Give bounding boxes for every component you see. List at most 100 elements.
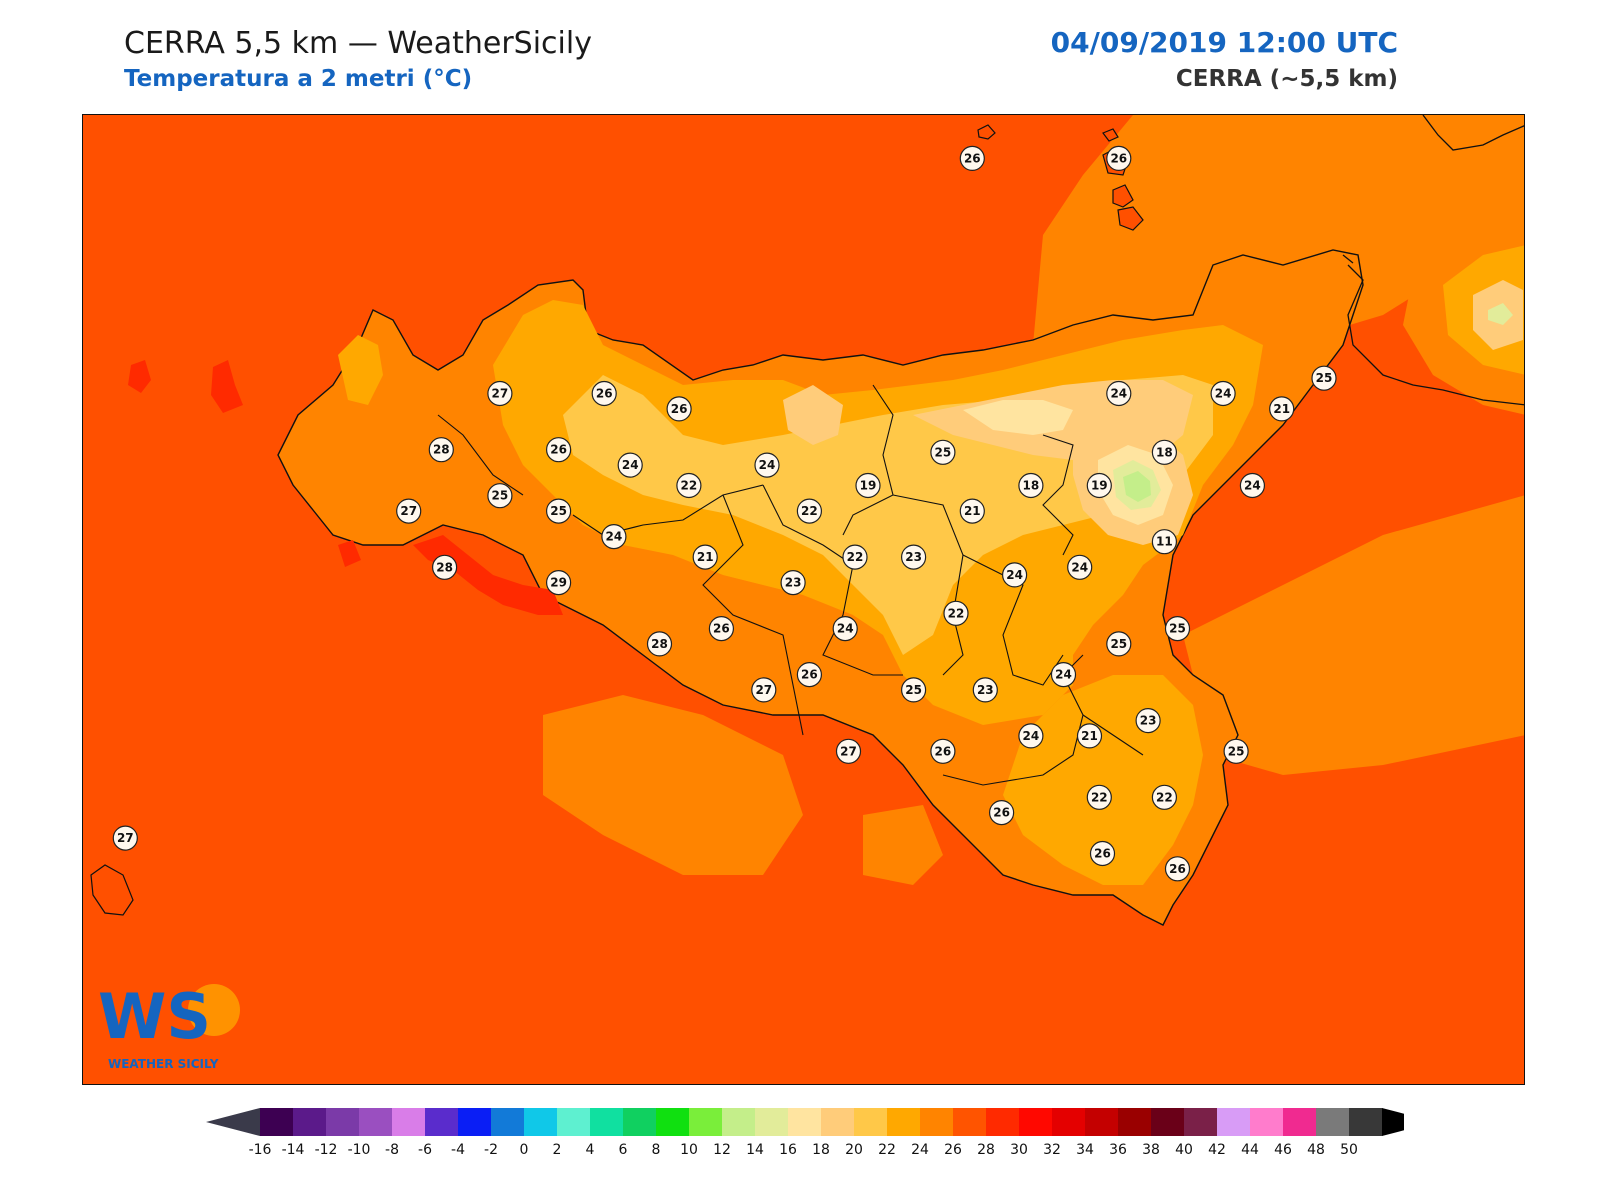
station-label: 25 [1316, 371, 1333, 385]
colorbar-segment-23 [1019, 1108, 1053, 1136]
station-marker [754, 452, 780, 478]
station-marker [666, 396, 692, 422]
station-label: 26 [713, 622, 730, 636]
station-marker [546, 570, 572, 596]
station-value-9: 24 [754, 452, 780, 478]
station-label: 24 [759, 458, 776, 472]
station-marker [432, 554, 458, 580]
station-value-17: 18 [1018, 472, 1044, 499]
station-value-15: 21 [1269, 396, 1295, 422]
station-label: 23 [1140, 714, 1157, 728]
colorbar-tick-8: 0 [520, 1142, 529, 1158]
zone-30-southwest-coast [413, 535, 563, 615]
station-label: 21 [964, 504, 981, 518]
station-label: 24 [1006, 568, 1023, 582]
station-label: 26 [935, 744, 952, 758]
station-value-19: 24 [1239, 472, 1266, 499]
station-value-7: 24 [617, 452, 643, 478]
colorbar-tick-29: 42 [1208, 1142, 1226, 1158]
station-label: 26 [801, 668, 818, 682]
station-marker [1106, 631, 1132, 657]
station-marker [692, 544, 718, 570]
station-marker [796, 661, 823, 688]
station-value-46: 23 [1135, 707, 1161, 734]
station-label: 24 [1071, 560, 1088, 574]
station-marker [396, 498, 422, 524]
colorbar-under-arrow [206, 1108, 260, 1136]
colorbar-tick-26: 36 [1109, 1142, 1127, 1158]
station-marker [1223, 738, 1249, 764]
station-label: 26 [993, 806, 1010, 820]
station-label: 27 [117, 831, 134, 845]
colorbar-tick-32: 48 [1307, 1142, 1325, 1158]
temperature-colorbar: -16 -14 -12 -10 -8 -6 -4 -2 0 2 4 6 8 10 12 14 16 18 20 22 2… [206, 1108, 1404, 1158]
map-title: CERRA 5,5 km — WeatherSicily [124, 26, 592, 61]
station-label: 22 [801, 504, 818, 518]
colorbar-tick-33: 50 [1340, 1142, 1358, 1158]
station-label: 28 [651, 637, 668, 651]
colorbar-segment-0 [260, 1108, 294, 1136]
station-value-26: 11 [1151, 529, 1178, 555]
station-value-13: 24 [1210, 380, 1236, 407]
station-label: 22 [1091, 790, 1108, 804]
station-value-36: 26 [708, 615, 735, 642]
map-model: CERRA (~5,5 km) [1175, 66, 1398, 92]
colorbar-tick-22: 28 [977, 1142, 995, 1158]
station-label: 22 [681, 479, 698, 493]
station-value-51: 25 [1223, 738, 1249, 764]
colorbar-tick-12: 8 [652, 1142, 661, 1158]
station-value-32: 24 [1067, 554, 1093, 580]
colorbar-segment-24 [1052, 1108, 1086, 1136]
station-marker [930, 738, 956, 764]
colorbar-tick-15: 14 [746, 1142, 764, 1158]
station-value-43: 27 [751, 677, 777, 703]
colorbar-tick-16: 16 [779, 1142, 797, 1158]
station-value-31: 24 [1001, 562, 1028, 588]
station-label: 28 [433, 443, 450, 457]
station-label: 19 [860, 479, 877, 493]
station-value-3: 26 [591, 380, 617, 407]
station-value-44: 25 [900, 677, 927, 703]
station-value-54: 26 [988, 799, 1015, 826]
station-label: 22 [948, 606, 965, 620]
colorbar-segment-13 [689, 1108, 723, 1136]
station-marker [1239, 472, 1266, 499]
colorbar-tick-31: 46 [1274, 1142, 1292, 1158]
colorbar-segment-17 [821, 1108, 855, 1136]
colorbar-segment-21 [953, 1108, 987, 1136]
sea-band-south [543, 695, 803, 875]
zone-30-egadi-favignana [211, 360, 243, 413]
calabria-coast [1342, 115, 1524, 406]
map-subtitle: Temperatura a 2 metri (°C) [124, 66, 473, 92]
station-label: 24 [622, 458, 639, 472]
station-marker [1106, 380, 1132, 407]
station-label: 25 [1110, 637, 1127, 651]
station-marker [1089, 840, 1116, 867]
colorbar-tick-5: -6 [418, 1142, 432, 1158]
colorbar-tick-27: 38 [1142, 1142, 1160, 1158]
station-marker [900, 677, 927, 703]
station-label: 26 [550, 443, 567, 457]
zone-20-nebrodi [783, 385, 843, 445]
zone-30-marsala [338, 540, 361, 567]
station-value-28: 21 [692, 544, 718, 570]
colorbar-tick-6: -4 [451, 1142, 465, 1158]
station-marker [1018, 472, 1044, 499]
station-label: 24 [837, 622, 854, 636]
station-marker [855, 472, 881, 499]
aeolian-island-2 [1112, 184, 1134, 208]
zone-24-west-tip [338, 335, 383, 405]
station-label: 27 [492, 387, 509, 401]
station-marker [546, 437, 572, 463]
weather-sicily-logo: WS WEATHER SICILY [96, 980, 256, 1071]
station-label: 22 [847, 550, 864, 564]
logo-name: WEATHER SICILY [108, 1057, 219, 1070]
station-value-6: 26 [546, 437, 572, 463]
station-marker [1151, 784, 1178, 810]
colorbar-segment-31 [1283, 1108, 1317, 1136]
station-marker [1269, 396, 1295, 422]
colorbar-segment-26 [1118, 1108, 1152, 1136]
station-label: 24 [1244, 479, 1261, 493]
station-value-22: 27 [396, 498, 422, 524]
station-label: 24 [606, 530, 623, 544]
